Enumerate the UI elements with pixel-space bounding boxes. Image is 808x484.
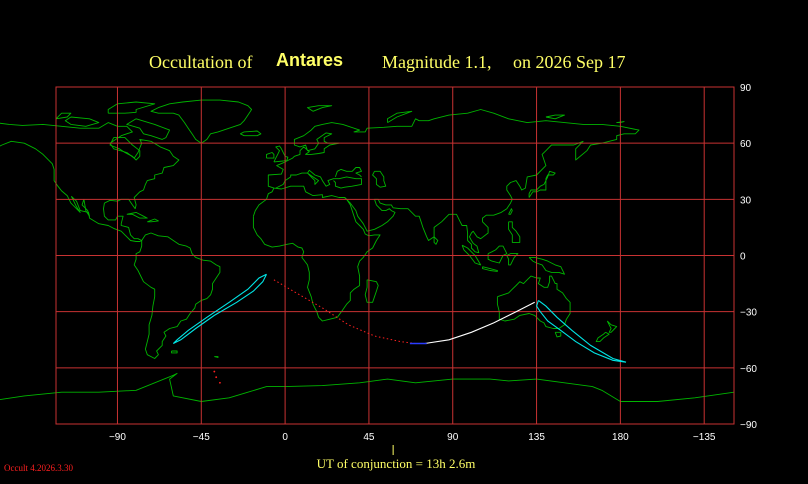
lat-tick-label: 30	[740, 195, 752, 206]
daylight-dot	[215, 376, 218, 379]
coastline	[0, 372, 735, 402]
coastline	[126, 118, 171, 140]
lat-tick-label: 90	[740, 83, 752, 94]
coastline-layer	[0, 99, 735, 402]
coastline	[387, 110, 413, 123]
lon-tick-label: −45	[193, 432, 210, 443]
title-occultation-of: Occultation of	[149, 52, 252, 72]
coastline	[496, 275, 571, 329]
lat-tick-label: −30	[740, 308, 757, 319]
coastline	[606, 320, 618, 333]
coastline	[275, 169, 362, 189]
coastline	[307, 105, 333, 112]
coastline	[508, 221, 521, 243]
conjunction-time-label: UT of conjunction = 13h 2.6m	[317, 456, 476, 471]
coastline	[364, 279, 379, 303]
lon-tick-label: 90	[447, 432, 459, 443]
lon-tick-label: 0	[282, 432, 288, 443]
coastline	[214, 356, 219, 358]
central-path-night	[424, 301, 535, 345]
coastline	[109, 137, 141, 161]
coastline	[482, 266, 498, 272]
title-magnitude: Magnitude 1.1,	[382, 52, 492, 72]
coastline	[273, 145, 289, 163]
lon-tick-label: 45	[363, 432, 375, 443]
coastline	[267, 109, 640, 254]
coastline	[334, 167, 362, 178]
lat-tick-label: 60	[740, 139, 752, 150]
coastline	[545, 114, 565, 120]
coastline	[64, 116, 100, 127]
australia-limit-curve	[535, 299, 627, 363]
coastline	[252, 197, 381, 322]
occultation-path-layer	[172, 273, 627, 384]
lon-tick-label: 180	[612, 432, 629, 443]
coastline	[528, 256, 565, 275]
lon-tick-label: 135	[528, 432, 545, 443]
coastline	[171, 350, 178, 354]
coastline	[107, 101, 156, 114]
south-america-limit-curve	[172, 273, 267, 344]
coastline	[595, 331, 610, 343]
coastline	[372, 170, 387, 188]
coastline	[126, 211, 148, 219]
coastline	[461, 244, 482, 266]
lat-tick-label: −90	[740, 420, 757, 431]
coastline	[433, 236, 439, 245]
coastline	[508, 208, 513, 215]
coastline	[147, 218, 159, 223]
title-star-name: Antares	[276, 50, 343, 70]
lon-tick-label: −135	[693, 432, 716, 443]
lon-tick-label: −90	[109, 432, 126, 443]
coastline	[266, 152, 275, 159]
coastline	[487, 245, 508, 264]
coastline	[554, 331, 562, 338]
software-version: Occult 4.2026.3.30	[4, 463, 73, 473]
title-date: on 2026 Sep 17	[513, 52, 626, 72]
coastline	[506, 253, 519, 266]
lat-tick-label: 0	[740, 252, 746, 263]
daylight-dot	[213, 370, 216, 373]
grid-layer	[55, 86, 735, 425]
lat-tick-label: −60	[740, 364, 757, 375]
tick-label-layer: −90 −45 0 45 90 135 180 −135 90 60 30 0 −30 −60 −90	[109, 83, 757, 443]
coastline	[81, 199, 90, 217]
daylight-dot	[219, 381, 221, 384]
coastline	[239, 130, 262, 137]
coastline	[0, 122, 180, 242]
coastline	[55, 112, 72, 120]
coastline	[133, 232, 221, 359]
